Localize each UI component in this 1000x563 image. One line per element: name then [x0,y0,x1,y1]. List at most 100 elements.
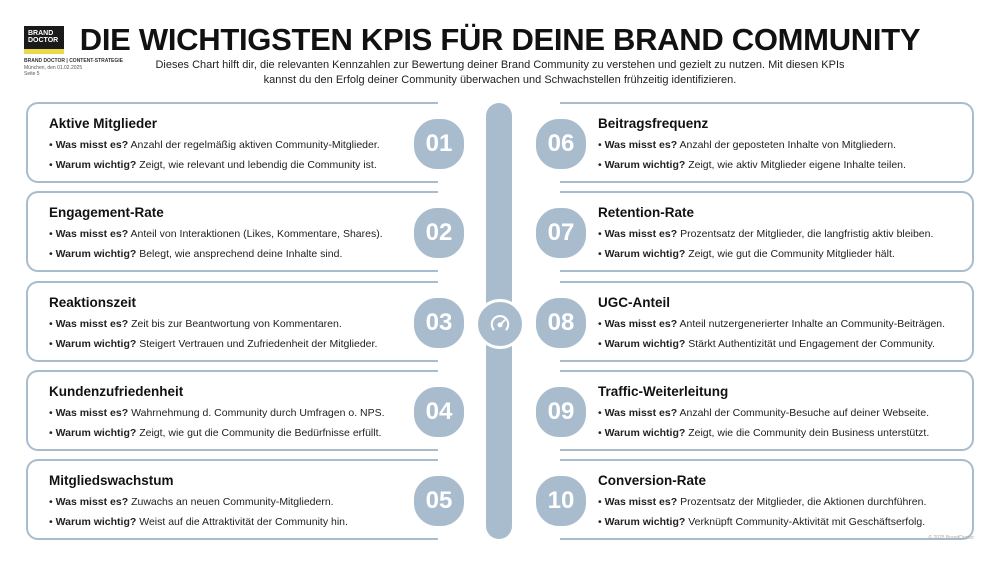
kpi-what-text: Anteil nutzergenerierter Inhalte an Comm… [679,318,946,330]
kpi-why-row: • Warum wichtig? Zeigt, wie aktiv Mitgli… [598,159,906,171]
kpi-card-01: Aktive Mitglieder • Was misst es? Anzahl … [26,102,438,183]
kpi-why-text: Zeigt, wie die Community dein Business u… [688,427,930,439]
copyright-note: © 2025 BrandDoctor [928,535,974,541]
kpi-why-row: • Warum wichtig? Zeigt, wie gut die Comm… [49,427,382,439]
kpi-card-02: Engagement-Rate • Was misst es? Anteil vo… [26,191,438,272]
kpi-what-label: Was misst es? [604,318,678,330]
kpi-title: Reaktionszeit [49,295,137,310]
kpi-why-row: • Warum wichtig? Verknüpft Community-Akt… [598,516,926,528]
kpi-why-text: Belegt, wie ansprechend deine Inhalte si… [139,248,343,260]
page-number: Seite 5 [24,71,40,77]
kpi-what-text: Anzahl der regelmäßig aktiven Community-… [130,139,380,151]
kpi-number-badge: 08 [534,296,588,350]
kpi-what-text: Zuwachs an neuen Community-Mitgliedern. [131,496,334,508]
kpi-why-text: Zeigt, wie gut die Community die Bedürfn… [139,427,382,439]
kpi-what-text: Prozentsatz der Mitglieder, die langfris… [680,228,934,240]
kpi-number-badge: 07 [534,206,588,260]
kpi-what-text: Zeit bis zur Beantwortung von Kommentare… [131,318,342,330]
kpi-why-label: Warum wichtig? [604,248,686,260]
logo-stripe [24,49,64,54]
kpi-why-text: Weist auf die Attraktivität der Communit… [139,516,348,528]
kpi-title: Traffic-Weiterleitung [598,384,729,399]
kpi-title: Aktive Mitglieder [49,116,158,131]
kpi-card-08: UGC-Anteil • Was misst es? Anteil nutzerg… [560,281,974,362]
gauge-icon [490,315,510,331]
kpi-what-text: Wahrnehmung d. Community durch Umfragen … [131,407,385,419]
page-subtitle: Dieses Chart hilft dir, die relevanten K… [155,59,845,86]
kpi-why-row: • Warum wichtig? Zeigt, wie die Communit… [598,427,930,439]
company-line: BRAND DOCTOR | CONTENT-STRATEGIE [24,58,123,64]
kpi-number-badge: 09 [534,385,588,439]
kpi-card-04: Kundenzufriedenheit • Was misst es? Wahrn… [26,370,438,451]
page-title: DIE WICHTIGSTEN KPIS FÜR DEINE BRAND COM… [79,22,921,57]
kpi-number-badge: 05 [412,474,466,528]
kpi-number-badge: 03 [412,296,466,350]
kpi-why-label: Warum wichtig? [604,159,686,171]
kpi-why-row: • Warum wichtig? Zeigt, wie relevant und… [49,159,377,171]
kpi-what-row: • Was misst es? Zeit bis zur Beantwortun… [49,318,342,330]
kpi-card-06: Beitragsfrequenz • Was misst es? Anzahl d… [560,102,974,183]
kpi-title: Kundenzufriedenheit [49,384,184,399]
kpi-what-label: Was misst es? [604,139,678,151]
kpi-why-text: Verknüpft Community-Aktivität mit Geschä… [688,516,926,528]
kpi-why-label: Warum wichtig? [604,338,686,350]
place-date: München, den 01.02.2025 [24,65,83,71]
kpi-card-07: Retention-Rate • Was misst es? Prozentsat… [560,191,974,272]
kpi-what-row: • Was misst es? Wahrnehmung d. Community… [49,407,385,419]
kpi-what-row: • Was misst es? Anzahl der geposteten In… [598,139,897,151]
kpi-number-badge: 01 [412,117,466,171]
kpi-what-label: Was misst es? [55,496,129,508]
kpi-why-label: Warum wichtig? [55,427,137,439]
kpi-what-row: • Was misst es? Anzahl der regelmäßig ak… [49,139,380,151]
kpi-why-label: Warum wichtig? [55,338,137,350]
logo-line-1: BRAND [28,30,54,37]
logo-line-2: DOCTOR [28,37,59,44]
kpi-why-row: • Warum wichtig? Zeigt, wie gut die Comm… [598,248,895,260]
kpi-why-label: Warum wichtig? [55,516,137,528]
brand-doctor-logo: BRAND DOCTOR [24,26,64,54]
kpi-what-row: • Was misst es? Anteil nutzergenerierter… [598,318,946,330]
kpi-what-text: Anzahl der Community-Besuche auf deiner … [679,407,930,419]
kpi-what-text: Anzahl der geposteten Inhalte von Mitgli… [679,139,897,151]
kpi-why-text: Zeigt, wie relevant und lebendig die Com… [139,159,377,171]
kpi-what-row: • Was misst es? Zuwachs an neuen Communi… [49,496,334,508]
kpi-what-label: Was misst es? [604,407,678,419]
kpi-what-label: Was misst es? [55,318,129,330]
kpi-why-text: Zeigt, wie aktiv Mitglieder eigene Inhal… [688,159,906,171]
kpi-title: Conversion-Rate [598,473,707,488]
hub-circle [475,299,525,349]
kpi-what-label: Was misst es? [604,228,678,240]
kpi-why-label: Warum wichtig? [55,248,137,260]
kpi-why-row: • Warum wichtig? Belegt, wie ansprechend… [49,248,343,260]
kpi-why-row: • Warum wichtig? Steigert Vertrauen und … [49,338,378,350]
kpi-why-row: • Warum wichtig? Stärkt Authentizität un… [598,338,935,350]
kpi-why-text: Steigert Vertrauen und Zufriedenheit der… [139,338,378,350]
kpi-title: Beitragsfrequenz [598,116,709,131]
kpi-number-badge: 10 [534,474,588,528]
kpi-why-text: Zeigt, wie gut die Community Mitglieder … [688,248,895,260]
kpi-number-badge: 04 [412,385,466,439]
kpi-card-10: Conversion-Rate • Was misst es? Prozentsa… [560,459,974,540]
kpi-what-label: Was misst es? [55,407,129,419]
kpi-what-text: Prozentsatz der Mitglieder, die Aktionen… [680,496,927,508]
kpi-number-badge: 02 [412,206,466,260]
kpi-what-row: • Was misst es? Anteil von Interaktionen… [49,228,383,240]
kpi-what-row: • Was misst es? Anzahl der Community-Bes… [598,407,930,419]
kpi-number-badge: 06 [534,117,588,171]
kpi-title: Retention-Rate [598,205,695,220]
kpi-title: Mitgliedswachstum [49,473,174,488]
kpi-what-text: Anteil von Interaktionen (Likes, Komment… [130,228,383,240]
kpi-title: Engagement-Rate [49,205,164,220]
kpi-title: UGC-Anteil [598,295,670,310]
kpi-card-09: Traffic-Weiterleitung • Was misst es? Anz… [560,370,974,451]
kpi-why-text: Stärkt Authentizität und Engagement der … [688,338,935,350]
kpi-why-label: Warum wichtig? [604,427,686,439]
kpi-what-row: • Was misst es? Prozentsatz der Mitglied… [598,228,934,240]
kpi-card-03: Reaktionszeit • Was misst es? Zeit bis zu… [26,281,438,362]
kpi-what-label: Was misst es? [55,139,129,151]
kpi-why-label: Warum wichtig? [604,516,686,528]
kpi-what-row: • Was misst es? Prozentsatz der Mitglied… [598,496,927,508]
kpi-what-label: Was misst es? [604,496,678,508]
kpi-why-row: • Warum wichtig? Weist auf die Attraktiv… [49,516,348,528]
kpi-why-label: Warum wichtig? [55,159,137,171]
